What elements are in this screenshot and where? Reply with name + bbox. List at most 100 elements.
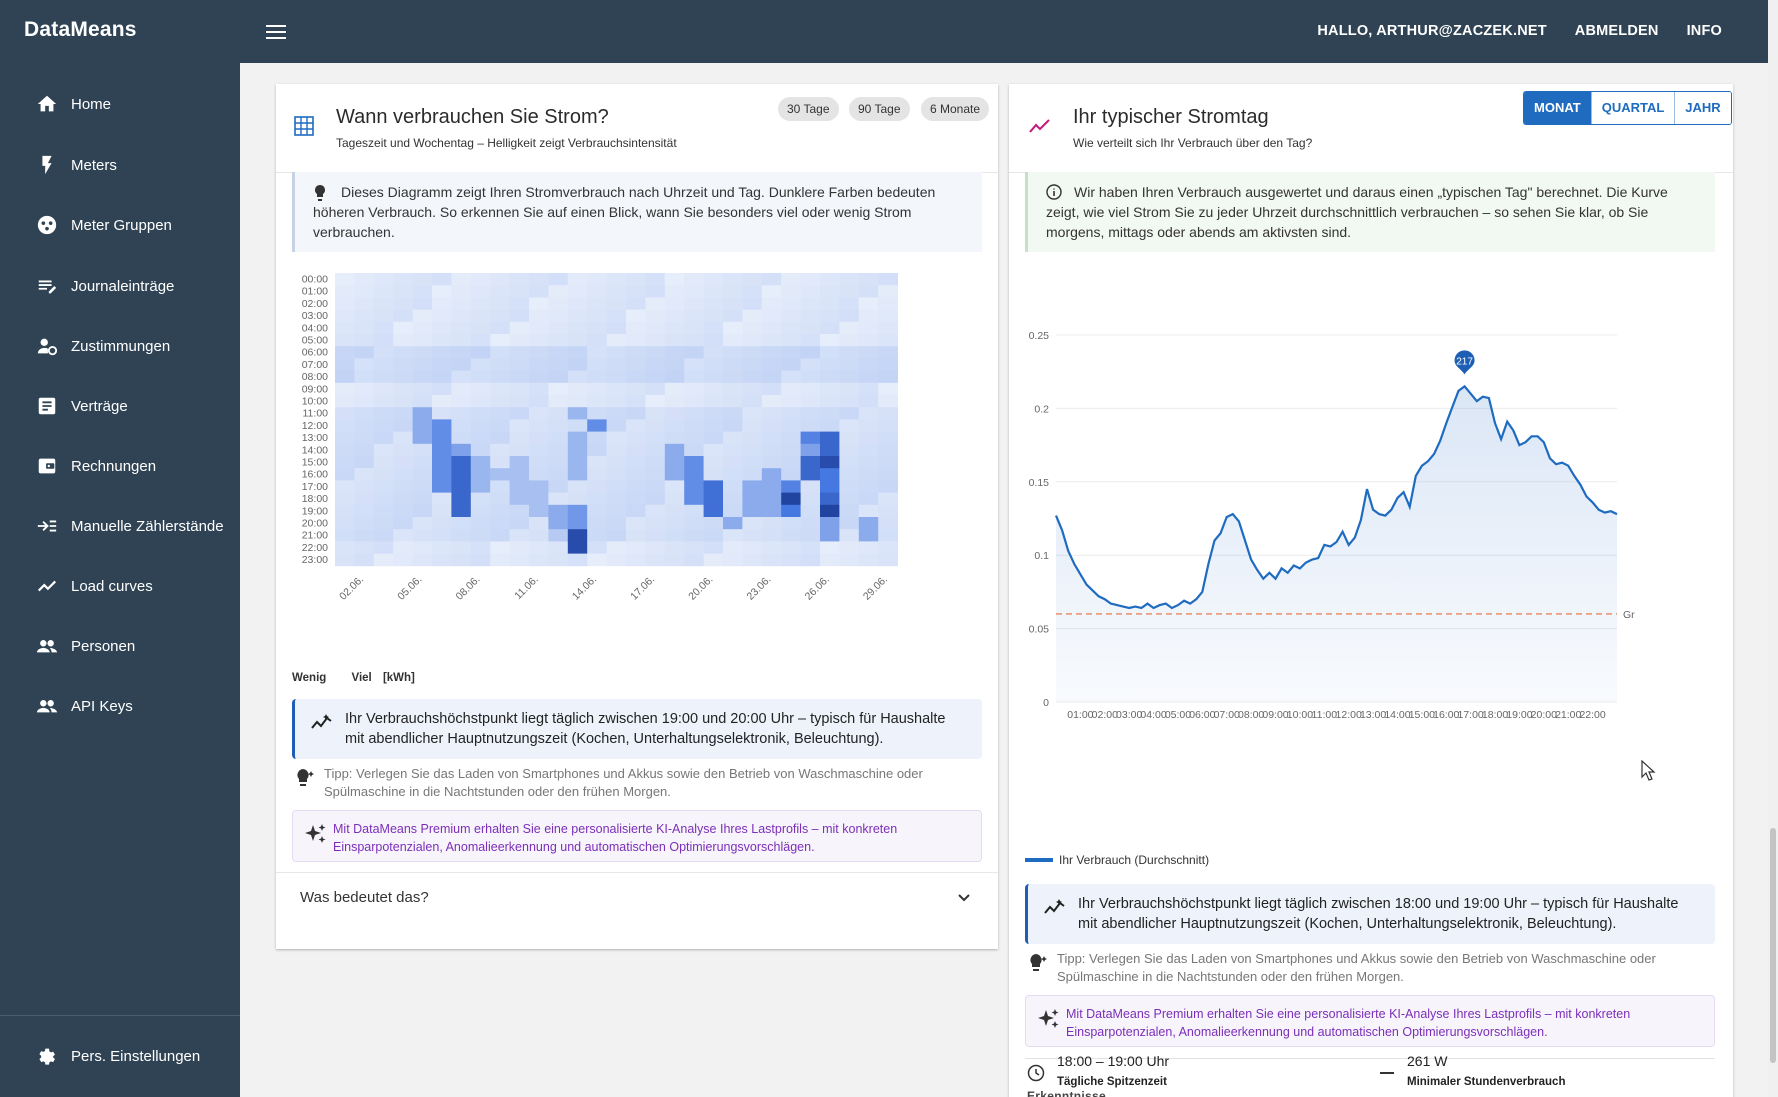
heatmap-cell [509, 407, 530, 420]
heatmap-cell [742, 395, 763, 408]
heatmap-cell [723, 382, 743, 396]
heatmap-cell [626, 504, 646, 518]
sidebar-item-api-keys[interactable]: API Keys [0, 684, 240, 728]
sidebar-item-meters[interactable]: Meters [0, 143, 240, 187]
heatmap-cell [567, 468, 588, 481]
heatmap-cell [451, 273, 472, 286]
heatmap-cell [529, 346, 549, 359]
logout-link[interactable]: ABMELDEN [1574, 23, 1659, 39]
user-greeting-link[interactable]: HALLO, ARTHUR@ZACZEK.NET [1317, 23, 1547, 39]
heatmap-cell [684, 273, 704, 286]
heatmap-cell [858, 334, 879, 347]
sidebar-item-personen[interactable]: Personen [0, 624, 240, 668]
heatmap-cell [645, 443, 666, 457]
heatmap-cell [723, 553, 743, 567]
heatmap-cell [664, 370, 685, 384]
heatmap-x-label: 26.06. [803, 573, 832, 602]
heatmap-cell [529, 431, 549, 445]
sidebar-item-label: API Keys [71, 697, 133, 715]
typical-day-tip-text: Tipp: Verlegen Sie das Laden von Smartph… [1057, 951, 1656, 984]
period-quartal-button[interactable]: QUARTAL [1590, 92, 1675, 124]
heatmap-cell [626, 480, 646, 493]
heatmap-cell [742, 468, 763, 481]
sidebar-item-home[interactable]: Home [0, 82, 240, 126]
heatmap-cell [432, 504, 452, 518]
heatmap-cell [839, 431, 860, 445]
heatmap-cell [432, 334, 452, 347]
heatmap-cell [839, 517, 860, 530]
consent-icon [35, 334, 59, 358]
heatmap-cell [626, 431, 646, 445]
heatmap-cell [567, 346, 588, 359]
heatmap-x-label: 05.06. [395, 573, 424, 602]
heatmap-cell [626, 309, 646, 323]
page-scrollbar[interactable] [1768, 0, 1778, 1097]
heatmap-cell [354, 285, 375, 298]
sidebar-item-label: Zustimmungen [71, 337, 171, 355]
heatmap-cell [664, 382, 685, 396]
legend-low-label: Wenig [292, 672, 327, 684]
heatmap-cell [373, 321, 394, 335]
period-monat-button[interactable]: MONAT [1524, 92, 1591, 124]
period-toggle: MONAT QUARTAL JAHR [1523, 91, 1732, 125]
heatmap-cell [820, 382, 840, 396]
heatmap-cell [626, 358, 646, 371]
y-tick-label: 0.2 [1034, 403, 1049, 415]
sidebar-item-load-curves[interactable]: Load curves [0, 564, 240, 608]
heatmap-cell [490, 285, 510, 298]
range-chip-90[interactable]: 90 Tage [849, 97, 910, 121]
x-tick-label: 11:00 [1312, 709, 1338, 721]
faq-expander[interactable]: Was bedeutet das? [276, 873, 998, 923]
sidebar-item-zustimmungen[interactable]: Zustimmungen [0, 324, 240, 368]
sidebar-item-settings[interactable]: Pers. Einstellungen [0, 1034, 240, 1078]
x-tick-label: 16:00 [1433, 709, 1459, 721]
period-jahr-button[interactable]: JAHR [1674, 92, 1731, 124]
x-tick-label: 05:00 [1165, 709, 1191, 721]
scrollbar-thumb[interactable] [1770, 828, 1776, 1063]
heatmap-cell [761, 517, 782, 530]
heatmap-cell [800, 382, 821, 396]
heatmap-cell [878, 321, 898, 335]
heatmap-cell [858, 504, 879, 518]
heatmap-cell [548, 468, 569, 481]
heatmap-y-label: 01:00 [302, 286, 328, 298]
heatmap-cell [606, 285, 627, 298]
heatmap-cell [393, 370, 413, 384]
sidebar-item-manuelle-zaehlerstaende[interactable]: Manuelle Zählerstände [0, 504, 240, 548]
info-link[interactable]: INFO [1686, 23, 1722, 39]
heatmap-cell [509, 541, 530, 554]
sidebar-item-journal[interactable]: Journaleinträge [0, 264, 240, 308]
menu-icon[interactable] [264, 22, 288, 42]
heatmap-cell [587, 370, 607, 384]
heatmap-cell [800, 553, 821, 567]
heatmap-cell [373, 431, 394, 445]
heatmap-cell [800, 456, 821, 469]
sidebar-item-rechnungen[interactable]: Rechnungen [0, 444, 240, 488]
heatmap-cell [664, 541, 685, 554]
range-chip-6m[interactable]: 6 Monate [921, 97, 990, 121]
heatmap-cell [509, 431, 530, 445]
heatmap-cell [393, 468, 413, 481]
heatmap-cell [645, 370, 666, 384]
heatmap-cell [703, 456, 724, 469]
heatmap-cell [335, 492, 355, 506]
x-tick-label: 19:00 [1506, 709, 1532, 721]
heatmap-cell [529, 395, 549, 408]
heatmap-cell [820, 504, 840, 518]
faq-divider [276, 872, 998, 873]
heatmap-cell [800, 395, 821, 408]
chevron-down-icon[interactable] [956, 889, 972, 910]
heatmap-cell [761, 468, 782, 481]
heatmap-cell [606, 407, 627, 420]
lightbulb-icon [313, 184, 327, 207]
heatmap-cell [858, 407, 879, 420]
sidebar-item-meter-gruppen[interactable]: Meter Gruppen [0, 203, 240, 247]
heatmap-cell [742, 504, 763, 518]
brand-logo[interactable]: DataMeans [24, 18, 137, 41]
heatmap-info-box: Dieses Diagramm zeigt Ihren Stromverbrau… [292, 172, 982, 252]
heatmap-cell [335, 285, 355, 298]
line-legend[interactable]: Ihr Verbrauch (Durchschnitt) [1025, 853, 1209, 867]
heatmap-cell [451, 297, 472, 310]
range-chip-30[interactable]: 30 Tage [778, 97, 839, 121]
sidebar-item-vertraege[interactable]: Verträge [0, 384, 240, 428]
